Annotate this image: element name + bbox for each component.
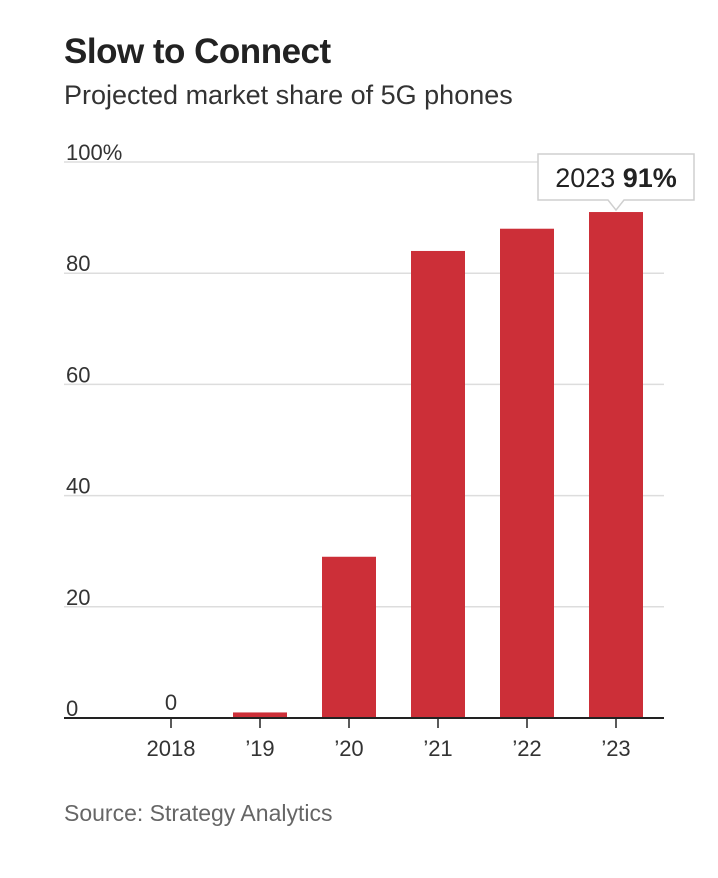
bars: 0 (165, 212, 643, 719)
x-tick-label-2: ’20 (334, 736, 363, 761)
x-tick-label-5: ’23 (601, 736, 630, 761)
bar-value-label-0: 0 (165, 690, 177, 715)
y-tick-label-20: 20 (66, 585, 90, 610)
bar-1 (233, 712, 287, 718)
bar-5 (589, 212, 643, 719)
chart-title: Slow to Connect (64, 32, 331, 71)
bar-3 (411, 250, 465, 718)
x-tick-label-1: ’19 (245, 736, 274, 761)
x-tick-label-0: 2018 (147, 736, 196, 761)
bar-2 (322, 556, 376, 718)
x-tick-label-4: ’22 (512, 736, 541, 761)
y-tick-label-60: 60 (66, 362, 90, 387)
chart-subtitle: Projected market share of 5G phones (64, 80, 513, 110)
callout-year: 2023 (555, 163, 623, 193)
bar-4 (500, 228, 554, 718)
callout-value: 91% (623, 163, 677, 193)
y-tick-label-100: 100% (66, 140, 122, 165)
y-tick-label-0: 0 (66, 696, 78, 721)
callout-box (537, 153, 695, 212)
source-note: Source: Strategy Analytics (64, 800, 333, 826)
y-tick-label-80: 80 (66, 251, 90, 276)
x-tick-label-3: ’21 (423, 736, 452, 761)
y-tick-label-40: 40 (66, 474, 90, 499)
x-axis: 2018 ’19 ’20 ’21 ’22 ’23 (64, 717, 664, 761)
callout-text: 2023 91% (555, 163, 677, 193)
value-callout: 2023 91% (537, 153, 695, 212)
